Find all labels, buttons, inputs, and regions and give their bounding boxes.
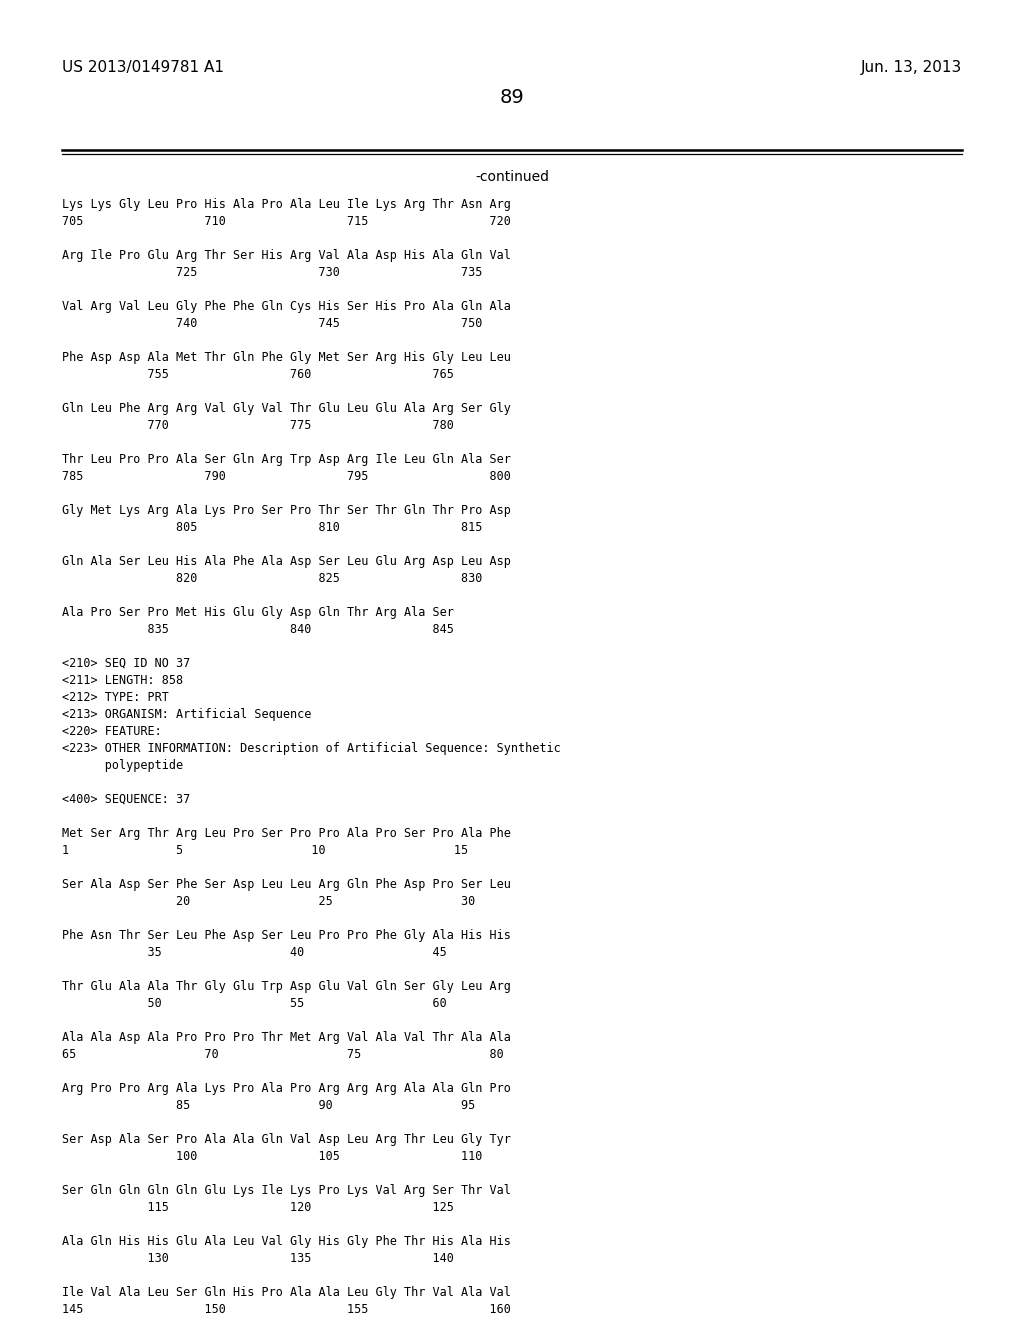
Text: 755                 760                 765: 755 760 765 (62, 368, 454, 381)
Text: Ser Gln Gln Gln Gln Glu Lys Ile Lys Pro Lys Val Arg Ser Thr Val: Ser Gln Gln Gln Gln Glu Lys Ile Lys Pro … (62, 1184, 511, 1197)
Text: 20                  25                  30: 20 25 30 (62, 895, 475, 908)
Text: Lys Lys Gly Leu Pro His Ala Pro Ala Leu Ile Lys Arg Thr Asn Arg: Lys Lys Gly Leu Pro His Ala Pro Ala Leu … (62, 198, 511, 211)
Text: Phe Asn Thr Ser Leu Phe Asp Ser Leu Pro Pro Phe Gly Ala His His: Phe Asn Thr Ser Leu Phe Asp Ser Leu Pro … (62, 929, 511, 942)
Text: Ile Val Ala Leu Ser Gln His Pro Ala Ala Leu Gly Thr Val Ala Val: Ile Val Ala Leu Ser Gln His Pro Ala Ala … (62, 1286, 511, 1299)
Text: 100                 105                 110: 100 105 110 (62, 1150, 482, 1163)
Text: Gly Met Lys Arg Ala Lys Pro Ser Pro Thr Ser Thr Gln Thr Pro Asp: Gly Met Lys Arg Ala Lys Pro Ser Pro Thr … (62, 504, 511, 517)
Text: 1               5                  10                  15: 1 5 10 15 (62, 843, 468, 857)
Text: Gln Leu Phe Arg Arg Val Gly Val Thr Glu Leu Glu Ala Arg Ser Gly: Gln Leu Phe Arg Arg Val Gly Val Thr Glu … (62, 403, 511, 414)
Text: Ala Pro Ser Pro Met His Glu Gly Asp Gln Thr Arg Ala Ser: Ala Pro Ser Pro Met His Glu Gly Asp Gln … (62, 606, 454, 619)
Text: 820                 825                 830: 820 825 830 (62, 572, 482, 585)
Text: Ala Gln His His Glu Ala Leu Val Gly His Gly Phe Thr His Ala His: Ala Gln His His Glu Ala Leu Val Gly His … (62, 1236, 511, 1247)
Text: 770                 775                 780: 770 775 780 (62, 418, 454, 432)
Text: Val Arg Val Leu Gly Phe Phe Gln Cys His Ser His Pro Ala Gln Ala: Val Arg Val Leu Gly Phe Phe Gln Cys His … (62, 300, 511, 313)
Text: Phe Asp Asp Ala Met Thr Gln Phe Gly Met Ser Arg His Gly Leu Leu: Phe Asp Asp Ala Met Thr Gln Phe Gly Met … (62, 351, 511, 364)
Text: 35                  40                  45: 35 40 45 (62, 946, 446, 960)
Text: Ser Asp Ala Ser Pro Ala Ala Gln Val Asp Leu Arg Thr Leu Gly Tyr: Ser Asp Ala Ser Pro Ala Ala Gln Val Asp … (62, 1133, 511, 1146)
Text: Arg Ile Pro Glu Arg Thr Ser His Arg Val Ala Asp His Ala Gln Val: Arg Ile Pro Glu Arg Thr Ser His Arg Val … (62, 249, 511, 261)
Text: 89: 89 (500, 88, 524, 107)
Text: <220> FEATURE:: <220> FEATURE: (62, 725, 162, 738)
Text: polypeptide: polypeptide (62, 759, 183, 772)
Text: <400> SEQUENCE: 37: <400> SEQUENCE: 37 (62, 793, 190, 807)
Text: <212> TYPE: PRT: <212> TYPE: PRT (62, 690, 169, 704)
Text: 50                  55                  60: 50 55 60 (62, 997, 446, 1010)
Text: <223> OTHER INFORMATION: Description of Artificial Sequence: Synthetic: <223> OTHER INFORMATION: Description of … (62, 742, 561, 755)
Text: 705                 710                 715                 720: 705 710 715 720 (62, 215, 511, 228)
Text: Arg Pro Pro Arg Ala Lys Pro Ala Pro Arg Arg Arg Ala Ala Gln Pro: Arg Pro Pro Arg Ala Lys Pro Ala Pro Arg … (62, 1082, 511, 1096)
Text: 785                 790                 795                 800: 785 790 795 800 (62, 470, 511, 483)
Text: Ala Ala Asp Ala Pro Pro Pro Thr Met Arg Val Ala Val Thr Ala Ala: Ala Ala Asp Ala Pro Pro Pro Thr Met Arg … (62, 1031, 511, 1044)
Text: 130                 135                 140: 130 135 140 (62, 1251, 454, 1265)
Text: <213> ORGANISM: Artificial Sequence: <213> ORGANISM: Artificial Sequence (62, 708, 311, 721)
Text: Thr Leu Pro Pro Ala Ser Gln Arg Trp Asp Arg Ile Leu Gln Ala Ser: Thr Leu Pro Pro Ala Ser Gln Arg Trp Asp … (62, 453, 511, 466)
Text: 65                  70                  75                  80: 65 70 75 80 (62, 1048, 504, 1061)
Text: <210> SEQ ID NO 37: <210> SEQ ID NO 37 (62, 657, 190, 671)
Text: <211> LENGTH: 858: <211> LENGTH: 858 (62, 675, 183, 686)
Text: -continued: -continued (475, 170, 549, 183)
Text: Jun. 13, 2013: Jun. 13, 2013 (861, 59, 962, 75)
Text: 835                 840                 845: 835 840 845 (62, 623, 454, 636)
Text: 115                 120                 125: 115 120 125 (62, 1201, 454, 1214)
Text: Thr Glu Ala Ala Thr Gly Glu Trp Asp Glu Val Gln Ser Gly Leu Arg: Thr Glu Ala Ala Thr Gly Glu Trp Asp Glu … (62, 979, 511, 993)
Text: US 2013/0149781 A1: US 2013/0149781 A1 (62, 59, 224, 75)
Text: 725                 730                 735: 725 730 735 (62, 267, 482, 279)
Text: Ser Ala Asp Ser Phe Ser Asp Leu Leu Arg Gln Phe Asp Pro Ser Leu: Ser Ala Asp Ser Phe Ser Asp Leu Leu Arg … (62, 878, 511, 891)
Text: 85                  90                  95: 85 90 95 (62, 1100, 475, 1111)
Text: Met Ser Arg Thr Arg Leu Pro Ser Pro Pro Ala Pro Ser Pro Ala Phe: Met Ser Arg Thr Arg Leu Pro Ser Pro Pro … (62, 828, 511, 840)
Text: Gln Ala Ser Leu His Ala Phe Ala Asp Ser Leu Glu Arg Asp Leu Asp: Gln Ala Ser Leu His Ala Phe Ala Asp Ser … (62, 554, 511, 568)
Text: 740                 745                 750: 740 745 750 (62, 317, 482, 330)
Text: 805                 810                 815: 805 810 815 (62, 521, 482, 535)
Text: 145                 150                 155                 160: 145 150 155 160 (62, 1303, 511, 1316)
